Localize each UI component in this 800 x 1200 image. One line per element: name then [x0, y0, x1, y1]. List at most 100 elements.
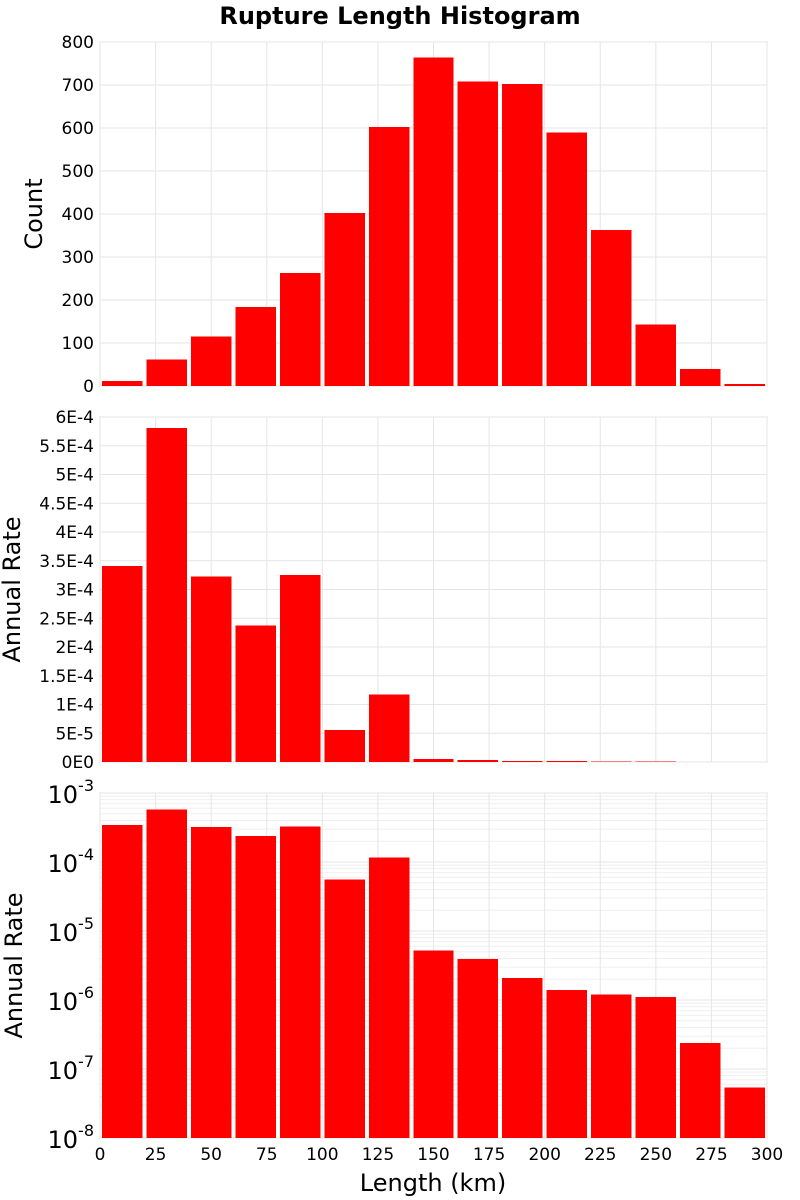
y-axis-rate-log: 10-8 10-7 10-6 10-5 10-4 10-3	[48, 776, 95, 1154]
bar-rate-linear-7	[413, 759, 454, 762]
y-tick-label: 10-8	[48, 1121, 95, 1154]
y-tick-label: 600	[62, 119, 94, 139]
bar-count-8	[457, 81, 499, 386]
bar-rate-log-5	[324, 879, 365, 1138]
x-tick-label: 250	[640, 1145, 672, 1165]
bar-rate-log-10	[546, 989, 588, 1138]
panel-count: 0 100 200 300 400 500 600 700 800 Count	[20, 33, 768, 397]
y-tick-label: 4.5E-4	[39, 494, 94, 514]
bar-count-12	[635, 324, 677, 386]
bar-rate-log-7	[413, 950, 454, 1138]
bar-rate-log-2	[190, 826, 232, 1138]
bar-rate-log-0	[102, 825, 143, 1138]
bar-rate-linear-3	[235, 625, 276, 762]
x-tick-label: 175	[473, 1145, 505, 1165]
bar-rate-log-13	[680, 1042, 721, 1138]
bar-count-10	[546, 132, 588, 386]
bar-rate-linear-9	[502, 760, 543, 762]
x-tick-label: 100	[306, 1145, 338, 1165]
y-tick-label: 800	[62, 33, 94, 53]
bar-count-11	[591, 229, 632, 386]
bars	[102, 57, 765, 386]
x-tick-label: 275	[695, 1145, 727, 1165]
bar-rate-linear-0	[102, 565, 143, 762]
bar-count-0	[102, 380, 143, 386]
y-axis-count: 0 100 200 300 400 500 600 700 800	[62, 33, 94, 397]
bars	[102, 427, 765, 762]
bar-count-2	[190, 336, 232, 386]
y-axis-rate-linear: 0E0 5E-5 1E-4 1.5E-4 2E-4 2.5E-4 3E-4 3.5E-4 4E-…	[39, 408, 94, 773]
bar-rate-log-4	[279, 826, 321, 1138]
y-tick-label: 5E-5	[55, 724, 94, 744]
bar-count-9	[502, 84, 543, 386]
bar-rate-log-1	[146, 809, 187, 1138]
panel-rate-log: 10-8 10-7 10-6 10-5 10-4 10-3 Annual Rate	[0, 776, 768, 1154]
bar-count-6	[368, 127, 410, 386]
bar-rate-log-11	[591, 994, 632, 1138]
x-tick-label: 50	[200, 1145, 222, 1165]
y-tick-label: 10-5	[48, 914, 95, 947]
panel-rate-linear: 0E0 5E-5 1E-4 1.5E-4 2E-4 2.5E-4 3E-4 3.5E-4 4E-…	[0, 408, 768, 773]
bar-count-13	[680, 368, 721, 386]
y-tick-label: 1.5E-4	[39, 667, 94, 687]
y-tick-label: 100	[62, 334, 94, 354]
y-tick-label: 5.5E-4	[39, 437, 94, 457]
x-tick-label: 0	[95, 1145, 106, 1165]
x-axis: 0 25 50 75 100 125 150 175 200 225 250 275 300	[95, 1145, 784, 1165]
y-tick-label: 6E-4	[55, 408, 94, 428]
x-tick-label: 125	[362, 1145, 394, 1165]
bar-count-5	[324, 213, 365, 386]
y-tick-label: 2E-4	[55, 638, 94, 658]
bar-rate-log-9	[502, 977, 543, 1138]
bar-count-14	[724, 383, 765, 386]
x-axis-label: Length (km)	[360, 1169, 506, 1197]
panels-layer: 0 100 200 300 400 500 600 700 800 Count 0E0 5E-5 1E-…	[0, 33, 768, 1154]
y-tick-label: 2.5E-4	[39, 609, 94, 629]
y-tick-label: 0	[83, 377, 94, 397]
bar-rate-linear-6	[368, 694, 410, 762]
y-tick-label: 10-6	[48, 983, 95, 1016]
y-tick-label: 10-7	[48, 1052, 95, 1085]
x-tick-label: 225	[584, 1145, 616, 1165]
y-axis-label-rate-log: Annual Rate	[0, 892, 28, 1038]
y-axis-label-rate-linear: Annual Rate	[0, 516, 26, 662]
y-tick-label: 1E-4	[55, 696, 94, 716]
bar-count-3	[235, 306, 276, 386]
bar-rate-linear-1	[146, 427, 187, 762]
bar-rate-log-14	[724, 1087, 765, 1138]
bar-rate-log-6	[368, 857, 410, 1138]
y-tick-label: 400	[62, 205, 94, 225]
bar-rate-linear-8	[457, 759, 499, 762]
bar-count-7	[413, 57, 454, 386]
x-tick-label: 25	[145, 1145, 167, 1165]
y-tick-label: 3E-4	[55, 581, 94, 601]
bars	[102, 809, 765, 1138]
y-tick-label: 700	[62, 76, 94, 96]
y-tick-label: 4E-4	[55, 523, 94, 543]
y-tick-label: 10-3	[48, 776, 95, 809]
y-tick-label: 5E-4	[55, 466, 94, 486]
bar-rate-log-3	[235, 836, 276, 1138]
y-tick-label: 500	[62, 162, 94, 182]
y-tick-label: 10-4	[48, 845, 95, 878]
x-tick-label: 75	[256, 1145, 278, 1165]
y-axis-label-count: Count	[20, 178, 48, 249]
y-tick-label: 3.5E-4	[39, 552, 94, 572]
bar-rate-linear-10	[546, 761, 588, 762]
bar-rate-linear-5	[324, 729, 365, 762]
chart-title: Rupture Length Histogram	[219, 2, 580, 30]
bar-rate-log-8	[457, 959, 499, 1138]
x-tick-label: 200	[528, 1145, 560, 1165]
bar-rate-linear-11	[591, 761, 632, 762]
x-tick-label: 300	[751, 1145, 783, 1165]
y-tick-label: 300	[62, 248, 94, 268]
bar-rate-log-12	[635, 997, 677, 1138]
bar-rate-linear-2	[190, 576, 232, 762]
bar-rate-linear-4	[279, 575, 321, 762]
y-tick-label: 200	[62, 291, 94, 311]
bar-count-4	[279, 272, 321, 386]
bar-rate-linear-12	[635, 761, 677, 762]
x-tick-label: 150	[417, 1145, 449, 1165]
bar-count-1	[146, 359, 187, 386]
